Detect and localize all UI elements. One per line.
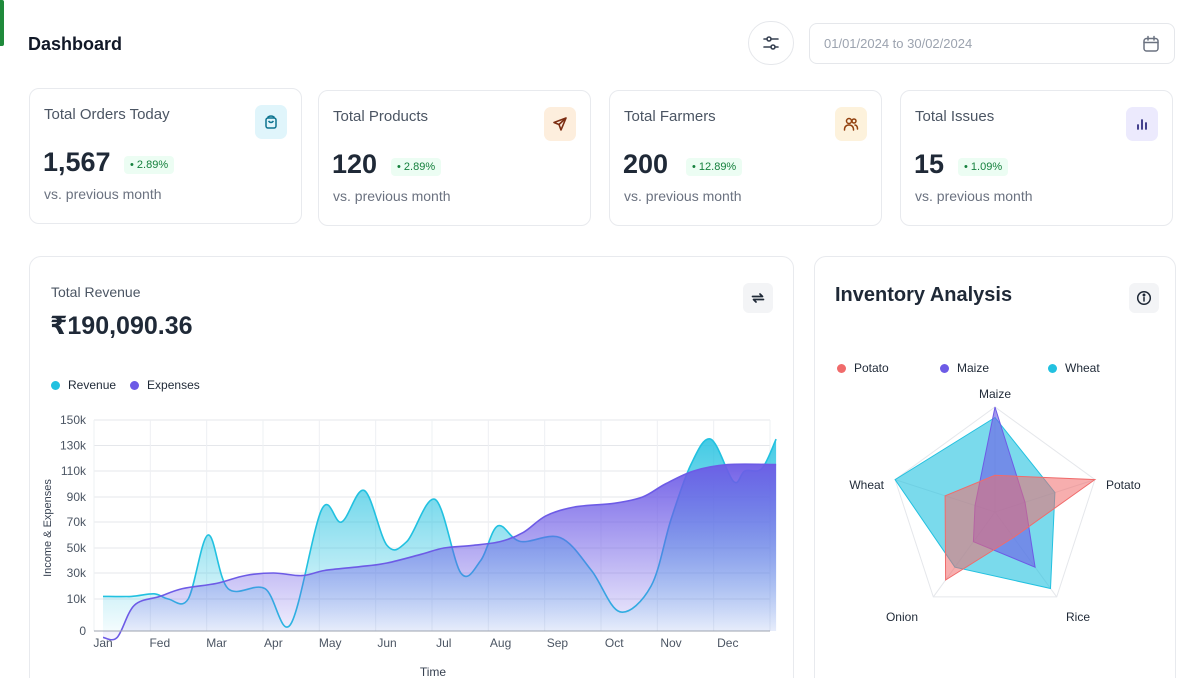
users-icon — [843, 117, 859, 131]
stat-subtext: vs. previous month — [624, 188, 742, 204]
stat-icon-box — [835, 107, 867, 141]
legend-dot-revenue — [51, 380, 60, 390]
radar-axis-label: Maize — [979, 387, 1011, 401]
y-tick-label: 90k — [67, 490, 87, 504]
inventory-title: Inventory Analysis — [835, 284, 1013, 306]
x-tick-label: Sep — [547, 636, 569, 650]
stat-label: Total Products — [333, 108, 429, 125]
stat-value: 200 — [623, 149, 669, 179]
sliders-icon — [763, 36, 779, 50]
info-button[interactable] — [1129, 283, 1159, 313]
stat-value: 15 — [914, 149, 945, 179]
y-tick-label: 10k — [67, 592, 87, 606]
legend-label-potato: Potato — [854, 361, 889, 375]
y-tick-label: 150k — [60, 413, 87, 427]
stat-subtext: vs. previous month — [915, 188, 1033, 204]
stat-value: 120 — [332, 149, 378, 179]
radar-series-potato — [944, 474, 1097, 581]
calendar-icon — [1143, 35, 1159, 52]
refresh-button[interactable] — [743, 283, 773, 313]
y-axis-title: Income & Expenses — [42, 479, 54, 577]
stat-icon-box — [544, 107, 576, 141]
stat-card-issues[interactable]: Total Issues 15 • 1.09% vs. previous mon… — [900, 90, 1173, 226]
expenses-series-area — [103, 464, 777, 640]
legend-dot-maize — [940, 363, 949, 373]
info-icon — [1136, 290, 1152, 306]
stat-label: Total Orders Today — [44, 106, 170, 123]
filter-button[interactable] — [748, 21, 794, 65]
x-tick-label: Jul — [436, 636, 451, 650]
y-tick-label: 30k — [67, 566, 87, 580]
stat-icon-box — [255, 105, 287, 139]
stat-label: Total Issues — [915, 108, 995, 125]
x-tick-label: Fed — [149, 636, 170, 650]
refresh-icon — [751, 293, 765, 303]
revenue-value: ₹190,090.36 — [50, 312, 193, 340]
x-tick-label: Aug — [490, 636, 511, 650]
radar-grid — [894, 406, 1096, 598]
stat-change-badge: • 2.89% — [124, 156, 175, 174]
revenue-series-area — [103, 438, 777, 631]
inventory-radar-chart: Maize Potato Rice Onion Wheat — [849, 387, 1141, 624]
date-range-text: 01/01/2024 to 30/02/2024 — [824, 36, 973, 51]
revenue-area-chart: 0 10k 30k 50k 70k 90k 110k 130k 150k Jan Fed Mar Apr… — [42, 413, 777, 678]
accent-bar — [0, 0, 4, 46]
revenue-legend: Revenue Expenses — [51, 378, 200, 392]
x-tick-label: Dec — [717, 636, 738, 650]
stat-card-farmers[interactable]: Total Farmers 200 • 12.89% vs. previous … — [609, 90, 882, 226]
radar-axis-label: Wheat — [849, 478, 884, 492]
legend-dot-wheat — [1048, 363, 1057, 373]
stat-value: 1,567 — [43, 147, 111, 177]
inventory-legend: Potato Maize Wheat — [837, 361, 1100, 375]
revenue-series-line — [102, 438, 777, 628]
stat-change-badge: • 1.09% — [958, 158, 1009, 176]
legend-label-maize: Maize — [957, 361, 990, 375]
x-tick-label: Apr — [264, 636, 283, 650]
stat-card-products[interactable]: Total Products 120 • 2.89% vs. previous … — [318, 90, 591, 226]
x-tick-label: Jun — [377, 636, 396, 650]
x-axis-title: Time — [420, 665, 447, 678]
x-tick-label: Mar — [206, 636, 227, 650]
stat-label: Total Farmers — [624, 108, 716, 125]
date-range-picker[interactable]: 01/01/2024 to 30/02/2024 — [809, 23, 1175, 64]
revenue-label: Total Revenue — [51, 284, 141, 300]
y-tick-label: 130k — [60, 439, 87, 453]
legend-label-expenses: Expenses — [147, 378, 200, 392]
y-tick-label: 70k — [67, 515, 87, 529]
bar-chart-icon — [1137, 119, 1147, 130]
shopping-bag-icon — [265, 115, 277, 129]
stat-icon-box — [1126, 107, 1158, 141]
stat-change-badge: • 12.89% — [686, 158, 743, 176]
radar-axis-label: Rice — [1066, 610, 1090, 624]
stat-card-orders[interactable]: Total Orders Today 1,567 • 2.89% vs. pre… — [29, 88, 302, 224]
legend-dot-potato — [837, 363, 846, 373]
x-tick-label: Oct — [605, 636, 624, 650]
radar-axis-label: Potato — [1106, 478, 1141, 492]
y-tick-label: 110k — [61, 464, 87, 478]
page-title: Dashboard — [28, 34, 123, 54]
x-tick-label: May — [319, 636, 342, 650]
y-tick-label: 50k — [67, 541, 87, 555]
legend-label-revenue: Revenue — [68, 378, 117, 392]
x-tick-label: Jan — [93, 636, 112, 650]
y-tick-label: 0 — [79, 624, 86, 638]
stat-subtext: vs. previous month — [333, 188, 451, 204]
expenses-series-line — [102, 463, 777, 641]
stat-change-badge: • 2.89% — [391, 158, 442, 176]
send-icon — [553, 117, 567, 131]
radar-axis-label: Onion — [886, 610, 918, 624]
legend-label-wheat: Wheat — [1065, 361, 1100, 375]
x-tick-label: Nov — [660, 636, 681, 650]
stat-subtext: vs. previous month — [44, 186, 162, 202]
legend-dot-expenses — [130, 380, 140, 390]
